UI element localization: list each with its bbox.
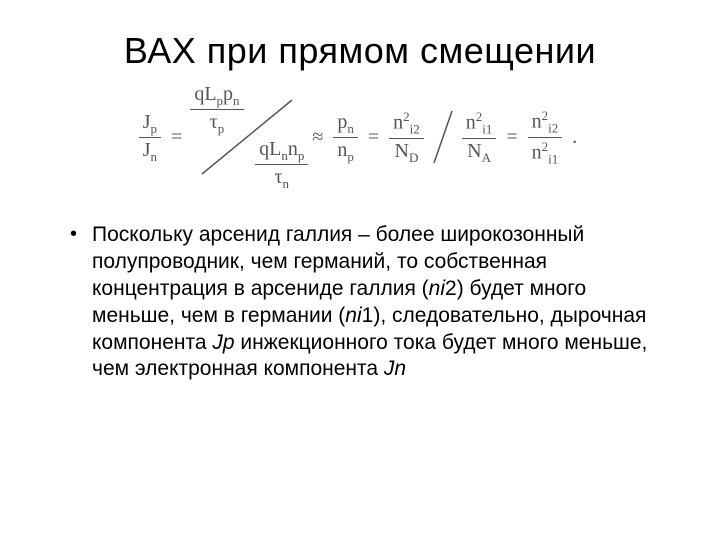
italic-ni1: ni [345,304,361,327]
period: . [568,127,581,147]
slide-title: ВАХ при прямом смещении [40,30,680,72]
body-text: Поскольку арсенид галлия – более широкоз… [40,222,680,383]
approx-sign: ≈ [308,127,327,147]
bullet-item: Поскольку арсенид галлия – более широкоз… [70,222,670,383]
fraction-ni2-ni1: n2i2 n2i1 [528,107,563,167]
fraction-ni2-nd: n2i2 ND [389,108,424,166]
equation: Jp Jn = qLppn τp qLnnp [139,92,582,182]
big-slash [430,107,456,167]
slide: ВАХ при прямом смещении Jp Jn = qLppn [0,0,720,540]
italic-jn: Jn [384,357,406,380]
italic-ni2: ni [429,277,445,300]
fraction-ni1-na: n2i1 NA [462,108,497,166]
italic-jp: Jp [212,331,234,354]
equation-block: Jp Jn = qLppn τp qLnnp [40,92,680,182]
fraction-tau-ratio: qLppn τp qLnnp τn [192,92,302,182]
fraction-pn-np: pn np [333,110,358,165]
equals-sign-2: = [364,127,383,147]
fraction-jp-jn: Jp Jn [139,110,161,165]
equals-sign: = [167,127,186,147]
equals-sign-3: = [502,127,521,147]
